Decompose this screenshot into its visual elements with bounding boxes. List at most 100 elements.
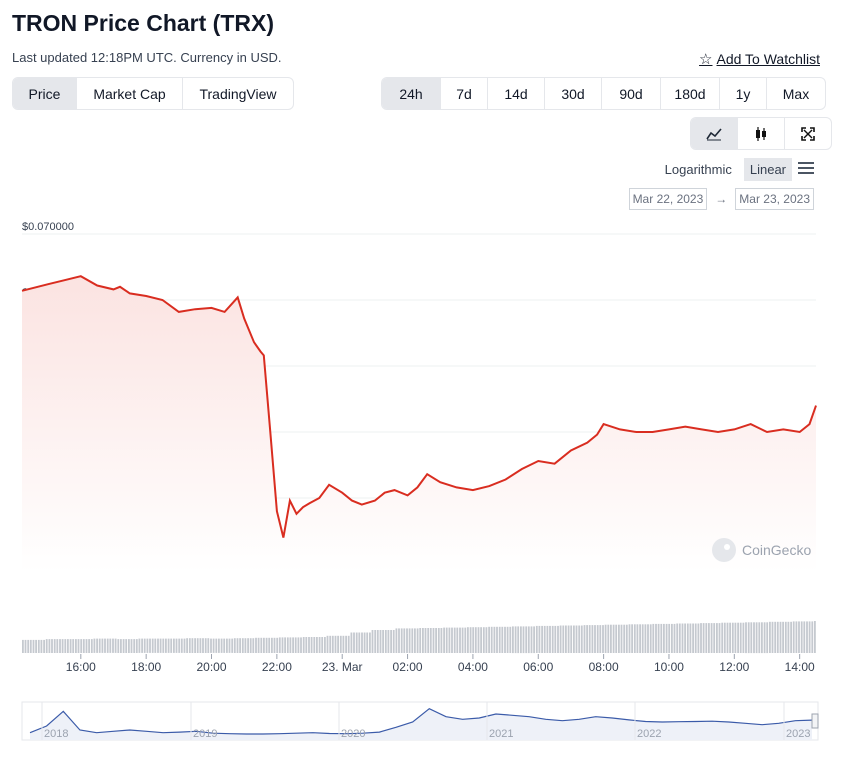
- range-1y[interactable]: 1y: [720, 78, 767, 109]
- range-max[interactable]: Max: [782, 85, 810, 102]
- volume-bar: [631, 624, 633, 653]
- date-from-input[interactable]: Mar 22, 2023: [628, 188, 708, 210]
- volume-bar: [284, 637, 286, 653]
- volume-bar: [445, 627, 448, 653]
- volume-bar: [774, 621, 777, 653]
- volume-bar: [308, 637, 310, 653]
- volume-bar: [493, 626, 496, 653]
- navigator-year-label: 2019: [193, 728, 217, 740]
- volume-bar: [657, 623, 660, 653]
- volume-bar: [273, 637, 276, 653]
- candlestick-icon: [756, 126, 766, 141]
- volume-bar: [387, 630, 390, 653]
- linear-option[interactable]: Linear: [743, 158, 792, 181]
- volume-bar: [692, 623, 694, 653]
- tab-market-cap[interactable]: Market Cap: [77, 78, 183, 109]
- volume-bar: [342, 635, 345, 653]
- volume-bar: [763, 622, 766, 654]
- volume-bar: [411, 628, 414, 653]
- volume-bar: [808, 621, 811, 653]
- volume-bar: [750, 622, 753, 654]
- volume-bar: [652, 623, 655, 653]
- candlestick-button[interactable]: [738, 118, 785, 149]
- volume-bar: [787, 621, 790, 653]
- volume-bar: [681, 623, 684, 653]
- volume-bar: [157, 638, 159, 653]
- volume-bar: [686, 623, 689, 653]
- volume-bar: [684, 623, 686, 653]
- volume-bar: [43, 639, 45, 653]
- volume-bar: [472, 627, 475, 653]
- add-to-watchlist-button[interactable]: ☆ Add To Watchlist: [699, 50, 820, 68]
- volume-bar: [498, 626, 501, 653]
- volume-bar: [178, 638, 181, 653]
- volume-bar: [761, 622, 763, 654]
- volume-bar: [59, 639, 61, 653]
- price-chart[interactable]: $0.070000$0.067500$0.065000$0.062500$0.0…: [0, 220, 848, 680]
- volume-bar: [162, 638, 165, 653]
- volume-bar: [236, 638, 239, 653]
- volume-bar: [649, 624, 652, 653]
- volume-bar: [180, 638, 183, 653]
- volume-bar: [53, 639, 56, 653]
- volume-bar: [602, 625, 604, 653]
- volume-bar: [448, 627, 451, 653]
- volume-bar: [226, 638, 228, 653]
- volume-bar: [477, 627, 480, 653]
- volume-bar: [668, 623, 671, 653]
- x-tick-label: 02:00: [393, 660, 423, 674]
- volume-bar: [85, 639, 88, 653]
- range-14d[interactable]: 14d: [488, 78, 545, 109]
- navigator-year-label: 2021: [489, 728, 513, 740]
- volume-bar: [782, 621, 784, 653]
- volume-bar: [390, 630, 392, 653]
- navigator-chart[interactable]: 2018 2019 2020 2021 2022 2023: [0, 700, 848, 748]
- volume-bar: [427, 628, 430, 653]
- volume-bar: [135, 639, 138, 653]
- volume-bar: [88, 639, 90, 653]
- range-90d[interactable]: 90d: [602, 78, 661, 109]
- line-chart-button[interactable]: [691, 118, 738, 149]
- volume-bar: [403, 628, 406, 653]
- volume-bar: [114, 638, 117, 653]
- volume-bar: [69, 639, 72, 653]
- tab-tradingview[interactable]: TradingView: [199, 85, 277, 102]
- volume-bar: [721, 622, 724, 653]
- date-to-input[interactable]: Mar 23, 2023: [735, 188, 814, 210]
- volume-bar: [196, 638, 199, 653]
- volume-bar: [326, 635, 329, 653]
- volume-bar: [252, 638, 255, 653]
- volume-bar: [244, 638, 247, 653]
- volume-bar: [122, 639, 125, 653]
- range-7d[interactable]: 7d: [441, 78, 488, 109]
- volume-bar: [798, 621, 800, 653]
- volume-bar: [212, 638, 215, 653]
- logarithmic-option[interactable]: Logarithmic: [664, 162, 732, 177]
- volume-bar: [790, 621, 792, 653]
- volume-bar: [814, 621, 816, 653]
- volume-bar: [382, 630, 384, 653]
- volume-bar: [575, 625, 578, 653]
- volume-bar: [358, 632, 361, 653]
- tab-price[interactable]: Price: [13, 78, 77, 109]
- volume-bar: [45, 639, 48, 653]
- volume-bar: [702, 623, 705, 653]
- volume-bar: [745, 622, 747, 654]
- coingecko-watermark: CoinGecko: [712, 538, 811, 562]
- volume-bar: [469, 627, 472, 653]
- range-180d[interactable]: 180d: [661, 78, 720, 109]
- volume-bar: [467, 627, 469, 653]
- volume-bar: [784, 621, 787, 653]
- navigator-handle[interactable]: [811, 713, 819, 729]
- expand-button[interactable]: [785, 118, 831, 149]
- volume-bar: [384, 630, 387, 653]
- navigator-year-label: 2022: [637, 728, 661, 740]
- volume-bar: [527, 626, 530, 654]
- volume-bar: [655, 623, 657, 653]
- range-24h[interactable]: 24h: [382, 78, 441, 109]
- volume-bar: [154, 638, 157, 653]
- range-30d[interactable]: 30d: [545, 78, 602, 109]
- volume-bar: [429, 628, 432, 653]
- volume-bar: [737, 622, 739, 653]
- menu-icon[interactable]: [798, 162, 814, 177]
